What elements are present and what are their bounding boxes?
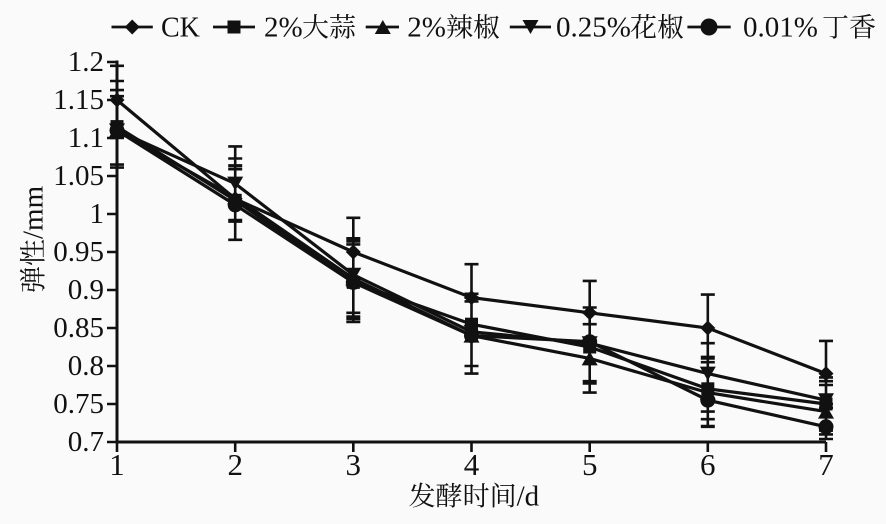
svg-text:7: 7 bbox=[818, 447, 834, 482]
svg-text:1.15: 1.15 bbox=[53, 84, 104, 116]
svg-text:/d: /d bbox=[517, 480, 540, 512]
svg-text:1.05: 1.05 bbox=[53, 160, 104, 192]
svg-text:1: 1 bbox=[109, 447, 125, 482]
svg-text:0.01%: 0.01% bbox=[743, 12, 818, 44]
svg-text:0.25%: 0.25% bbox=[556, 12, 631, 44]
svg-text:0.9: 0.9 bbox=[68, 274, 104, 306]
svg-text:6: 6 bbox=[700, 447, 716, 482]
svg-text:3: 3 bbox=[346, 447, 362, 482]
svg-text:2: 2 bbox=[227, 447, 243, 482]
svg-text:0.8: 0.8 bbox=[68, 350, 104, 382]
svg-text:5: 5 bbox=[582, 447, 598, 482]
svg-text:/mm: /mm bbox=[18, 185, 50, 239]
svg-text:1: 1 bbox=[90, 198, 105, 230]
svg-text:0.85: 0.85 bbox=[53, 312, 104, 344]
svg-text:0.75: 0.75 bbox=[53, 388, 104, 420]
svg-text:2%: 2% bbox=[407, 12, 446, 44]
svg-text:CK: CK bbox=[161, 13, 200, 44]
svg-text:0.95: 0.95 bbox=[53, 236, 104, 268]
svg-text:1.2: 1.2 bbox=[68, 46, 104, 78]
svg-text:2%: 2% bbox=[264, 12, 303, 44]
svg-text:4: 4 bbox=[464, 447, 480, 482]
svg-text:0.7: 0.7 bbox=[68, 426, 104, 458]
svg-text:1.1: 1.1 bbox=[68, 122, 104, 154]
